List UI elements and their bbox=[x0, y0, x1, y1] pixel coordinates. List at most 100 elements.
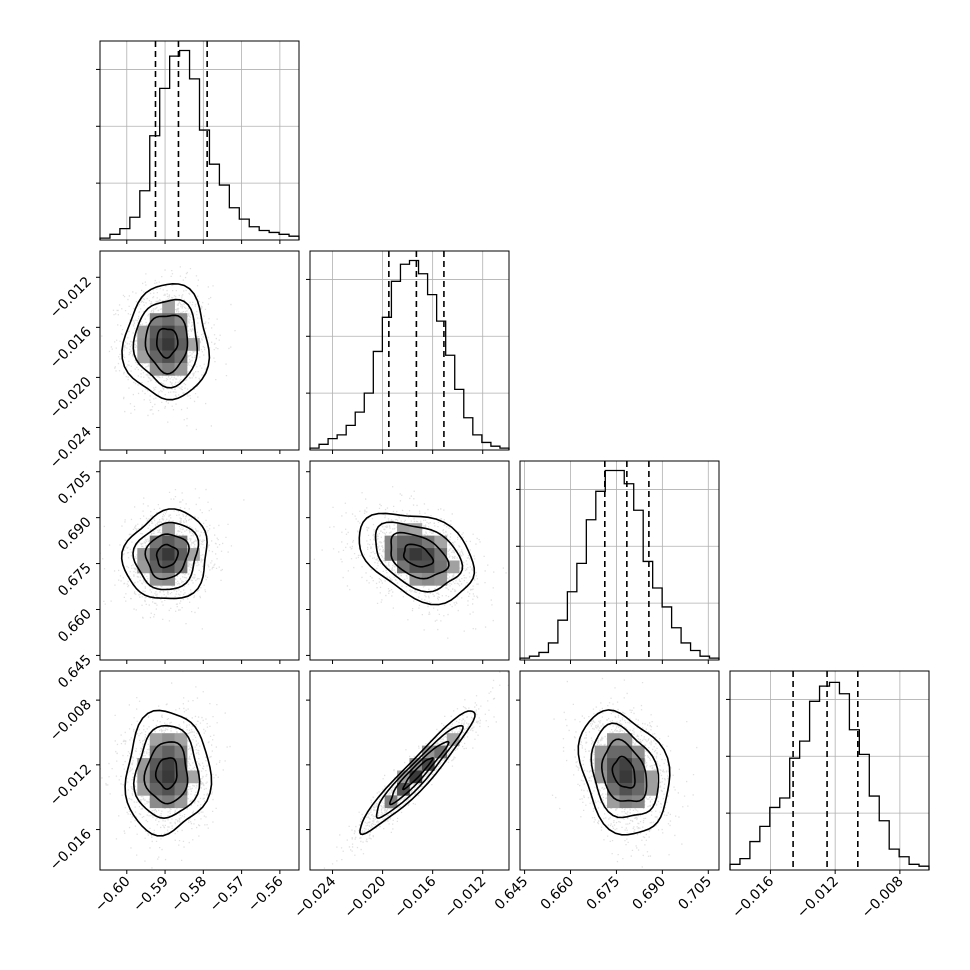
hist-step-1 bbox=[309, 259, 510, 450]
density-cell bbox=[162, 548, 175, 561]
density-cell bbox=[162, 572, 175, 586]
density-cell bbox=[162, 795, 175, 809]
xtick-label-3-1: −0.012 bbox=[794, 874, 842, 922]
contour-1-0-1 bbox=[144, 314, 189, 375]
density-cell bbox=[149, 572, 163, 586]
panel-content-1-0 bbox=[100, 266, 236, 431]
xtick-label-0-4: −0.56 bbox=[245, 873, 287, 915]
contour-2-0-2 bbox=[132, 521, 200, 591]
xtick-label-2-3: 0.690 bbox=[630, 874, 670, 914]
panel-frame-3-1 bbox=[309, 670, 510, 871]
hist-frame-2 bbox=[519, 460, 720, 661]
density-cell bbox=[162, 523, 175, 536]
panel-frame-2-0 bbox=[99, 460, 300, 661]
hist-step-3 bbox=[729, 681, 930, 870]
xtick-label-0-2: −0.58 bbox=[169, 874, 211, 916]
density-cell bbox=[174, 733, 188, 746]
density-cell bbox=[421, 745, 435, 759]
density-cell bbox=[174, 758, 188, 771]
ytick-label-1-3: −0.012 bbox=[47, 274, 95, 322]
xtick-label-1-1: −0.020 bbox=[341, 874, 389, 922]
scatter-panel-3-0 bbox=[99, 670, 300, 871]
ytick-label-1-1: −0.020 bbox=[47, 374, 95, 422]
contour-2-1-0 bbox=[402, 543, 435, 568]
density-cell bbox=[434, 548, 448, 561]
hist-frame-0 bbox=[99, 40, 300, 241]
xtick-label-0-3: −0.57 bbox=[207, 874, 249, 916]
scatter-points-3-2 bbox=[551, 677, 698, 868]
hist-frame-1 bbox=[309, 250, 510, 451]
contour-2-0-0 bbox=[155, 543, 179, 569]
hist-bg-1 bbox=[310, 251, 509, 450]
density-cell bbox=[631, 782, 645, 796]
hist-frame-3 bbox=[729, 670, 930, 871]
contour-3-0-1 bbox=[143, 741, 189, 805]
ytick-label-2-4: 0.705 bbox=[55, 468, 95, 508]
ytick-label-3-1: −0.012 bbox=[47, 761, 95, 809]
contour-2-0-1 bbox=[144, 533, 190, 581]
density-cell bbox=[137, 782, 151, 796]
hist-panel-0 bbox=[96, 40, 300, 241]
density-cell bbox=[162, 770, 175, 784]
panel-content-3-2 bbox=[551, 677, 698, 868]
xtick-label-1-2: −0.016 bbox=[392, 873, 440, 921]
hist-step-2 bbox=[519, 469, 720, 660]
contour-3-0-0 bbox=[154, 757, 178, 791]
density-cell bbox=[607, 745, 620, 759]
panel-frame-3-0 bbox=[99, 670, 300, 871]
ytick-label-2-0: 0.645 bbox=[55, 652, 95, 692]
ytick-label-2-1: 0.660 bbox=[55, 606, 95, 646]
contour-3-2-1 bbox=[600, 738, 648, 803]
density-cell bbox=[149, 535, 163, 549]
density-cell bbox=[644, 782, 658, 796]
contour-3-2-3 bbox=[577, 709, 671, 836]
panel-frame-2-1 bbox=[309, 460, 510, 661]
scatter-panel-2-1 bbox=[309, 460, 510, 661]
density-cell bbox=[619, 745, 633, 759]
hist-bg-2 bbox=[520, 461, 719, 660]
contour-3-2-2 bbox=[590, 722, 660, 819]
density-cell bbox=[174, 770, 188, 784]
contour-3-1-2 bbox=[375, 724, 464, 819]
contour-2-1-1 bbox=[390, 531, 450, 580]
density-cell bbox=[149, 313, 163, 326]
panel-content-3-1 bbox=[323, 671, 509, 869]
density-cell bbox=[149, 782, 163, 796]
density-cell bbox=[631, 745, 645, 759]
density-cell bbox=[137, 350, 151, 364]
density-cell bbox=[174, 795, 188, 809]
ytick-label-3-0: −0.016 bbox=[47, 826, 95, 874]
density-cell bbox=[619, 733, 633, 746]
density-cell bbox=[446, 733, 460, 746]
panel-content-2-1 bbox=[313, 486, 507, 639]
xtick-label-1-0: −0.024 bbox=[291, 873, 339, 921]
contour-2-1-3 bbox=[358, 512, 476, 606]
density-cell bbox=[397, 560, 410, 574]
density-cell bbox=[607, 782, 620, 796]
contour-2-1-2 bbox=[374, 521, 464, 593]
density-cell bbox=[434, 572, 448, 586]
density-cell bbox=[607, 795, 620, 809]
density-cell bbox=[149, 325, 163, 339]
density-cell bbox=[149, 745, 163, 759]
contour-3-2-0 bbox=[611, 755, 636, 789]
scatter-panel-2-0 bbox=[99, 460, 300, 661]
density-cell bbox=[162, 758, 175, 771]
density-cell bbox=[409, 548, 423, 561]
ytick-label-1-2: −0.016 bbox=[47, 324, 95, 372]
density-cell bbox=[619, 782, 633, 796]
density-cell bbox=[162, 300, 175, 314]
density-cell bbox=[607, 733, 620, 746]
ytick-label-3-2: −0.008 bbox=[47, 697, 95, 745]
density-cell bbox=[149, 758, 163, 771]
panel-content-2-0 bbox=[100, 488, 245, 630]
xtick-label-0-1: −0.59 bbox=[130, 874, 172, 916]
xtick-label-1-3: −0.012 bbox=[442, 874, 490, 922]
ytick-label-2-3: 0.690 bbox=[55, 514, 95, 554]
density-cell bbox=[397, 535, 410, 549]
density-cell bbox=[174, 350, 188, 364]
density-cell bbox=[446, 560, 460, 574]
density-cell bbox=[594, 758, 608, 771]
ytick-label-1-0: −0.024 bbox=[47, 424, 95, 472]
